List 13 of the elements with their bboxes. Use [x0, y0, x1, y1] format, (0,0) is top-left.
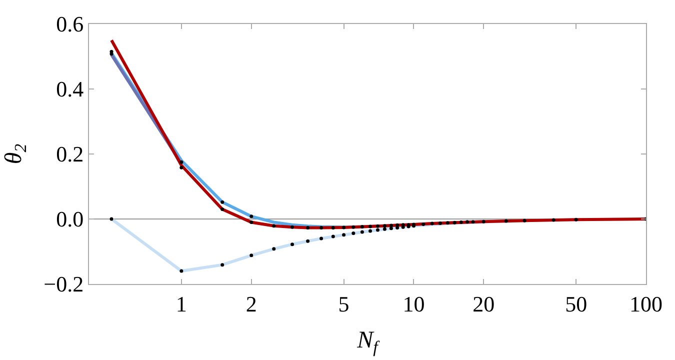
y-tick-label: 0.6: [56, 12, 84, 37]
x-tick-label: 5: [338, 291, 350, 316]
y-tick-label: −0.2: [44, 272, 84, 297]
x-tick-label: 50: [565, 291, 588, 316]
y-tick-label: 0.2: [56, 142, 84, 167]
x-tick-label: 2: [246, 291, 257, 316]
x-tick-label: 1: [176, 291, 187, 316]
y-tick-label: 0.4: [56, 76, 84, 102]
x-tick-label: 10: [402, 291, 425, 316]
x-tick-label: 20: [472, 291, 495, 316]
x-tick-label: 100: [630, 291, 662, 316]
x-axis-title: N$_{f}$: [356, 328, 380, 357]
y-tick-label: 0.0: [56, 206, 84, 232]
